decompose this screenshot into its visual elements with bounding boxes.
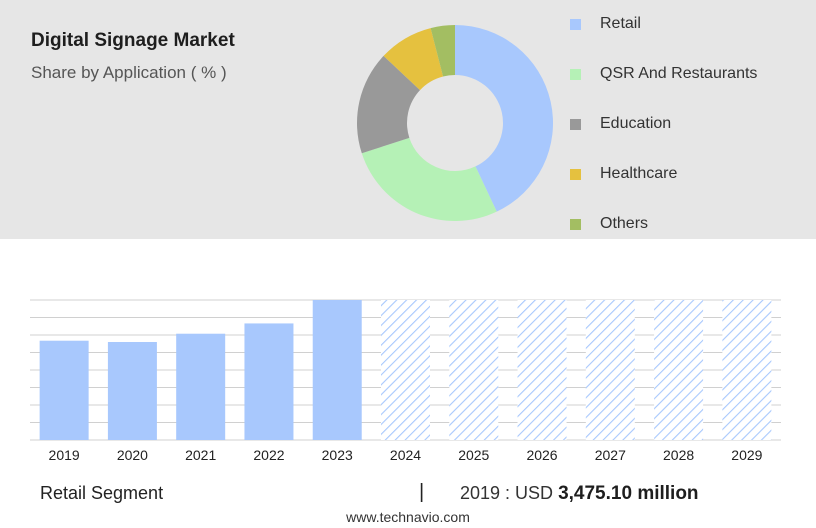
footer-amount: 3,475.10 million xyxy=(558,483,699,504)
bar-2022 xyxy=(244,323,294,440)
segment-label: Retail Segment xyxy=(40,483,164,503)
donut-slice-qsr-and-restaurants xyxy=(361,137,497,221)
x-tick-label-2025: 2025 xyxy=(458,447,489,463)
footer-value: 2019 : USD 3,475.10 million xyxy=(460,483,699,505)
forecast-bar-2026 xyxy=(517,300,567,440)
forecast-bar-2025 xyxy=(449,300,499,440)
legend-label-healthcare: Healthcare xyxy=(600,165,678,182)
legend-swatch-qsr xyxy=(570,68,581,80)
donut-slice-retail xyxy=(455,25,553,212)
forecast-bar-2028 xyxy=(654,300,704,440)
legend-swatch-healthcare xyxy=(570,168,581,180)
x-tick-label-2019: 2019 xyxy=(49,447,80,463)
donut-chart xyxy=(357,25,553,221)
legend-label-education: Education xyxy=(600,115,672,132)
legend-item-qsr: QSR And Restaurants xyxy=(570,62,757,86)
legend-label-qsr: QSR And Restaurants xyxy=(600,65,758,82)
bar-2021 xyxy=(176,333,226,440)
x-tick-label-2029: 2029 xyxy=(731,447,762,463)
forecast-bar-2029 xyxy=(722,300,772,440)
x-tick-label-2020: 2020 xyxy=(117,447,148,463)
legend-swatch-retail xyxy=(570,18,581,30)
legend-swatch-education xyxy=(570,118,581,130)
legend-swatch-others xyxy=(570,218,581,230)
bar-2023 xyxy=(312,300,362,440)
legend-item-others: Others xyxy=(570,212,648,236)
footer-separator: | xyxy=(419,481,425,503)
bar-2019 xyxy=(39,340,89,440)
donut-slice-others xyxy=(430,25,455,77)
page-title: Digital Signage Market xyxy=(31,30,235,51)
x-tick-label-2023: 2023 xyxy=(322,447,353,463)
legend-label-retail: Retail xyxy=(600,15,641,32)
legend-item-healthcare: Healthcare xyxy=(570,162,677,186)
donut-slice-healthcare xyxy=(383,28,444,91)
legend-item-retail: Retail xyxy=(570,12,641,36)
website-link[interactable]: www.technavio.com xyxy=(346,509,470,525)
footer-year-prefix: 2019 : USD xyxy=(460,483,554,503)
x-tick-label-2028: 2028 xyxy=(663,447,694,463)
x-tick-label-2026: 2026 xyxy=(526,447,557,463)
page-subtitle: Share by Application ( % ) xyxy=(31,63,227,82)
x-tick-label-2022: 2022 xyxy=(253,447,284,463)
forecast-bar-2027 xyxy=(585,300,635,440)
x-tick-label-2021: 2021 xyxy=(185,447,216,463)
x-tick-label-2024: 2024 xyxy=(390,447,421,463)
x-tick-label-2027: 2027 xyxy=(595,447,626,463)
bar-2020 xyxy=(107,342,157,440)
forecast-bar-2024 xyxy=(381,300,430,440)
donut-slice-education xyxy=(357,55,421,154)
bar-chart: 2019 2020 2021 2022 2023 2024 2025 2026 2027 2028… xyxy=(30,299,781,463)
legend-item-education: Education xyxy=(570,112,671,136)
legend-label-others: Others xyxy=(600,215,649,232)
